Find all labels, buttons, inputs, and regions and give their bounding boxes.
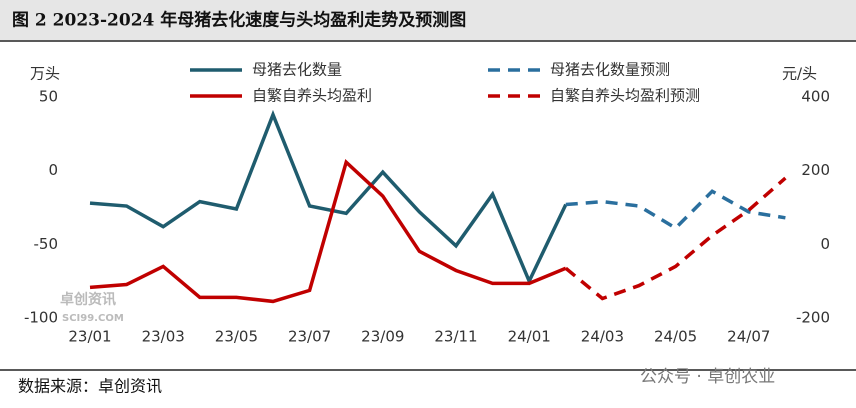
x-tick-label: 24/03 [581, 328, 624, 346]
watermark: 卓创资讯 [60, 291, 116, 308]
x-tick-label: 23/03 [142, 328, 185, 346]
y2-tick-label: 200 [801, 161, 830, 179]
legend-label: 自繁自养头均盈利预测 [550, 87, 700, 105]
y2-tick-label: 400 [801, 88, 830, 106]
x-tick-label: 23/09 [361, 328, 404, 346]
x-tick-label: 23/11 [434, 328, 477, 346]
x-tick-label: 23/07 [288, 328, 331, 346]
y-tick-label: -100 [24, 309, 58, 327]
y2-tick-label: -200 [796, 309, 830, 327]
legend-label: 母猪去化数量 [252, 61, 342, 79]
x-tick-label: 24/07 [727, 328, 770, 346]
series-line [89, 109, 568, 286]
y-tick-label: 50 [39, 88, 58, 106]
y-axis-label: 万头 [30, 65, 60, 83]
series-line [89, 158, 567, 304]
series-line [565, 189, 786, 231]
x-tick-label: 24/05 [654, 328, 697, 346]
series-line [564, 176, 787, 301]
title-bar [0, 0, 856, 40]
legend-label: 母猪去化数量预测 [550, 61, 670, 79]
source: 数据来源：卓创资讯 [18, 377, 162, 396]
y-tick-label: -50 [34, 235, 59, 253]
legend-label: 自繁自养头均盈利 [252, 87, 372, 105]
y2-tick-label: 0 [820, 235, 830, 253]
watermark: SCI99.COM [62, 313, 124, 324]
x-tick-label: 24/01 [508, 328, 551, 346]
x-tick-label: 23/05 [215, 328, 258, 346]
watermark: 公众号 · 卓创农业 [640, 367, 775, 387]
y2-axis-label: 元/头 [782, 65, 817, 83]
x-tick-label: 23/01 [68, 328, 111, 346]
y-tick-label: 0 [48, 161, 58, 179]
chart-title: 图 2 2023-2024 年母猪去化速度与头均盈利走势及预测图 [12, 10, 466, 31]
